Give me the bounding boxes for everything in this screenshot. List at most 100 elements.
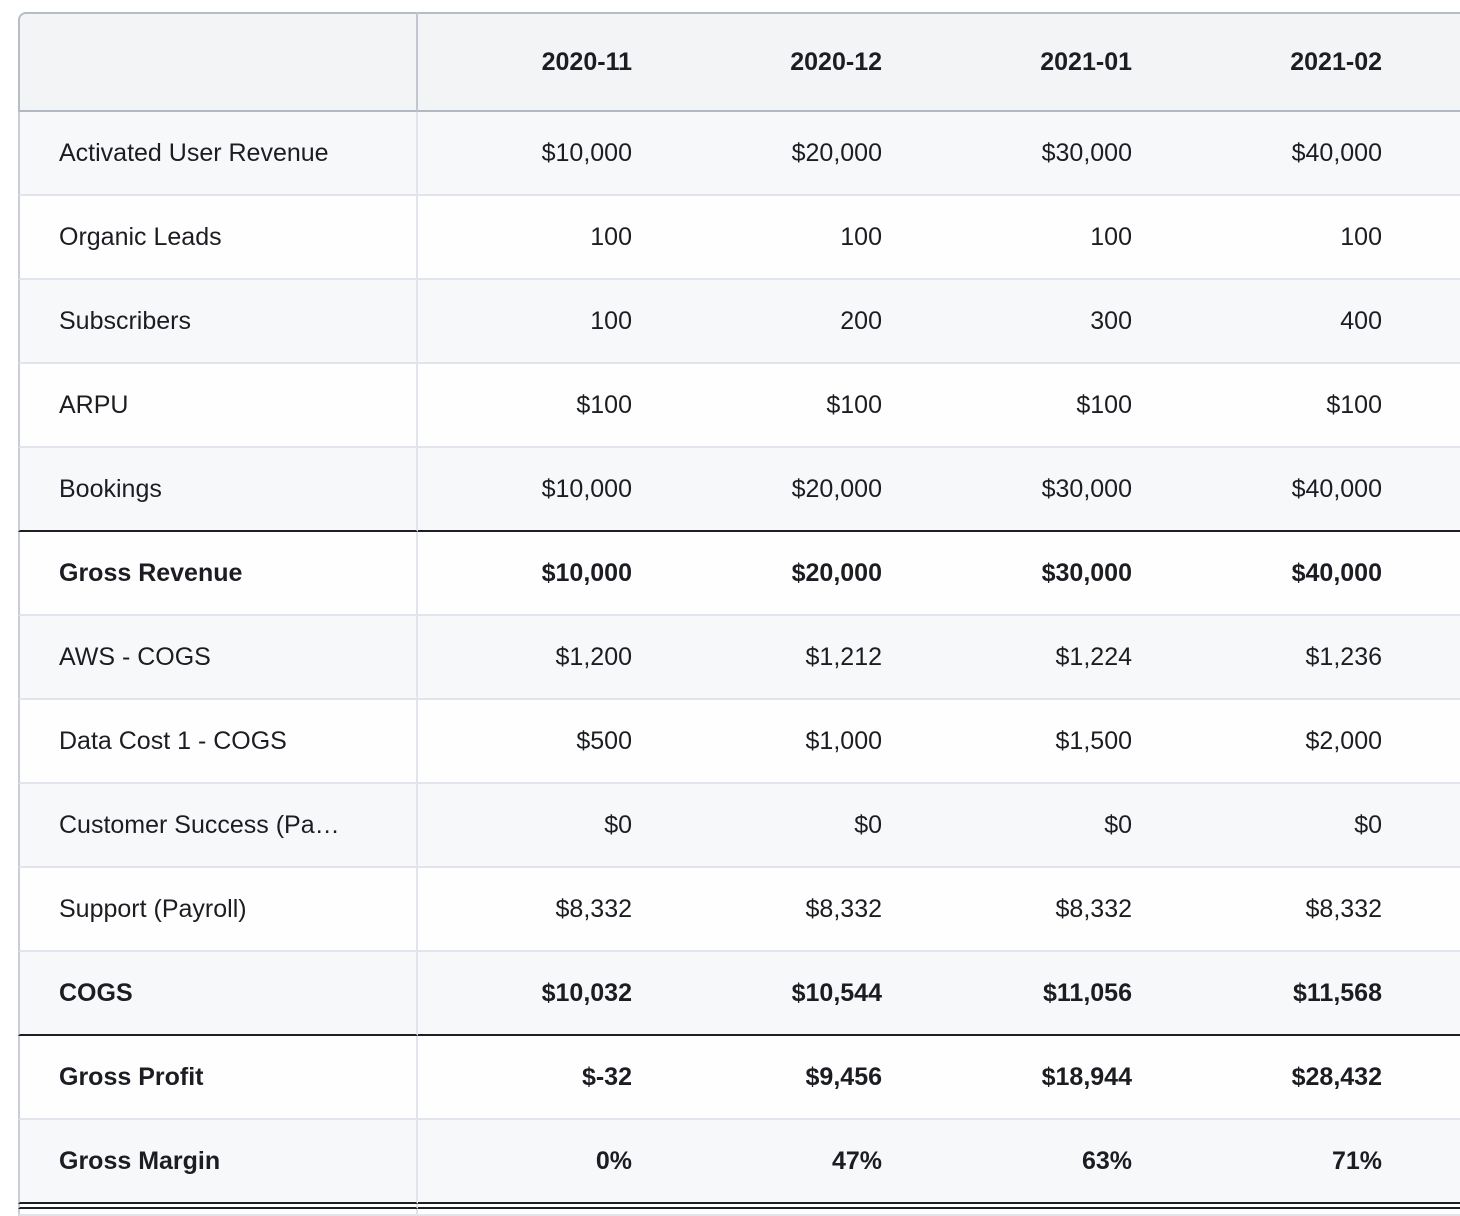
row-value[interactable]: $0 (1168, 784, 1418, 868)
row-value[interactable]: 71% (1168, 1120, 1418, 1204)
row-value[interactable]: $8,332 (668, 868, 918, 952)
row-label[interactable]: Activated User Revenue (18, 112, 418, 196)
row-value[interactable]: $10,032 (418, 952, 668, 1036)
row-value[interactable]: 47% (668, 1120, 918, 1204)
table-row: Subscribers 100 200 300 400 (18, 280, 1460, 364)
row-value[interactable]: 0% (418, 1120, 668, 1204)
row-label[interactable]: AWS - COGS (18, 616, 418, 700)
row-value[interactable]: $9,456 (668, 1036, 918, 1120)
column-header-2020-12[interactable]: 2020-12 (668, 12, 918, 112)
row-filler (1418, 784, 1460, 868)
table-body: Activated User Revenue $10,000 $20,000 $… (18, 112, 1460, 1204)
row-value[interactable]: $10,000 (418, 532, 668, 616)
column-header-2021-02[interactable]: 2021-02 (1168, 12, 1418, 112)
table-row: Data Cost 1 - COGS $500 $1,000 $1,500 $2… (18, 700, 1460, 784)
table-row: Support (Payroll) $8,332 $8,332 $8,332 $… (18, 868, 1460, 952)
corner-cell (18, 12, 418, 112)
row-value[interactable]: $-32 (418, 1036, 668, 1120)
row-filler (1418, 1036, 1460, 1120)
row-value[interactable]: $8,332 (1168, 868, 1418, 952)
row-value[interactable]: $8,332 (918, 868, 1168, 952)
row-value[interactable]: $40,000 (1168, 448, 1418, 532)
row-value[interactable]: $30,000 (918, 448, 1168, 532)
row-label[interactable]: Gross Revenue (18, 532, 418, 616)
row-value[interactable]: $11,568 (1168, 952, 1418, 1036)
row-value[interactable]: $1,200 (418, 616, 668, 700)
row-value[interactable]: $1,224 (918, 616, 1168, 700)
row-value[interactable]: 100 (668, 196, 918, 280)
row-filler (1418, 280, 1460, 364)
row-value[interactable]: $100 (1168, 364, 1418, 448)
row-label[interactable]: Bookings (18, 448, 418, 532)
row-filler (1418, 448, 1460, 532)
row-value[interactable]: $100 (418, 364, 668, 448)
row-label[interactable]: Customer Success (Pa… (18, 784, 418, 868)
row-label[interactable]: Subscribers (18, 280, 418, 364)
row-value[interactable]: $20,000 (668, 448, 918, 532)
row-value[interactable]: $1,212 (668, 616, 918, 700)
row-value[interactable]: $100 (918, 364, 1168, 448)
row-value[interactable]: $10,000 (418, 448, 668, 532)
row-label[interactable]: ARPU (18, 364, 418, 448)
row-value[interactable]: $0 (668, 784, 918, 868)
row-value[interactable]: $30,000 (918, 532, 1168, 616)
row-filler (1418, 1120, 1460, 1204)
row-value[interactable]: 100 (418, 196, 668, 280)
row-value[interactable]: $1,000 (668, 700, 918, 784)
row-value[interactable]: 100 (918, 196, 1168, 280)
table-row: Bookings $10,000 $20,000 $30,000 $40,000 (18, 448, 1460, 532)
row-filler (1418, 364, 1460, 448)
row-value[interactable]: $40,000 (1168, 532, 1418, 616)
row-value[interactable]: $0 (918, 784, 1168, 868)
row-label[interactable]: Gross Margin (18, 1120, 418, 1204)
row-label[interactable]: COGS (18, 952, 418, 1036)
table-row: Gross Profit $-32 $9,456 $18,944 $28,432 (18, 1036, 1460, 1120)
row-value[interactable]: $8,332 (418, 868, 668, 952)
row-value[interactable]: $1,500 (918, 700, 1168, 784)
row-value[interactable]: $10,544 (668, 952, 918, 1036)
row-value[interactable]: $30,000 (918, 112, 1168, 196)
row-filler (1418, 700, 1460, 784)
header-filler-cell (1418, 12, 1460, 112)
row-value[interactable]: $28,432 (1168, 1036, 1418, 1120)
row-label[interactable]: Gross Profit (18, 1036, 418, 1120)
row-filler (1418, 532, 1460, 616)
table-row: ARPU $100 $100 $100 $100 (18, 364, 1460, 448)
row-value[interactable]: 300 (918, 280, 1168, 364)
row-value[interactable]: $18,944 (918, 1036, 1168, 1120)
table-row: Activated User Revenue $10,000 $20,000 $… (18, 112, 1460, 196)
table-row: Gross Margin 0% 47% 63% 71% (18, 1120, 1460, 1204)
row-value[interactable]: $500 (418, 700, 668, 784)
row-value[interactable]: $2,000 (1168, 700, 1418, 784)
financial-model-table: 2020-11 2020-12 2021-01 2021-02 Activate… (18, 12, 1460, 1216)
row-filler (1418, 616, 1460, 700)
row-label[interactable]: Data Cost 1 - COGS (18, 700, 418, 784)
row-value[interactable]: 63% (918, 1120, 1168, 1204)
row-value[interactable]: $40,000 (1168, 112, 1418, 196)
row-value[interactable]: 200 (668, 280, 918, 364)
row-filler (1418, 868, 1460, 952)
table-row: Organic Leads 100 100 100 100 (18, 196, 1460, 280)
row-label[interactable]: Support (Payroll) (18, 868, 418, 952)
row-value[interactable]: 100 (418, 280, 668, 364)
row-value[interactable]: $100 (668, 364, 918, 448)
table-row: Customer Success (Pa… $0 $0 $0 $0 (18, 784, 1460, 868)
row-value[interactable]: $10,000 (418, 112, 668, 196)
row-value[interactable]: $11,056 (918, 952, 1168, 1036)
row-value[interactable]: $0 (418, 784, 668, 868)
spacer-row (18, 1209, 1460, 1214)
row-value[interactable]: $1,236 (1168, 616, 1418, 700)
table-row: COGS $10,032 $10,544 $11,056 $11,568 (18, 952, 1460, 1036)
row-filler (1418, 112, 1460, 196)
column-header-2020-11[interactable]: 2020-11 (418, 12, 668, 112)
double-border-second-line-row (18, 1204, 1460, 1209)
row-value[interactable]: 100 (1168, 196, 1418, 280)
column-header-2021-01[interactable]: 2021-01 (918, 12, 1168, 112)
row-value[interactable]: 400 (1168, 280, 1418, 364)
table-footer-slivers (18, 1204, 1460, 1216)
row-value[interactable]: $20,000 (668, 532, 918, 616)
row-value[interactable]: $20,000 (668, 112, 918, 196)
row-label[interactable]: Organic Leads (18, 196, 418, 280)
row-filler (1418, 196, 1460, 280)
